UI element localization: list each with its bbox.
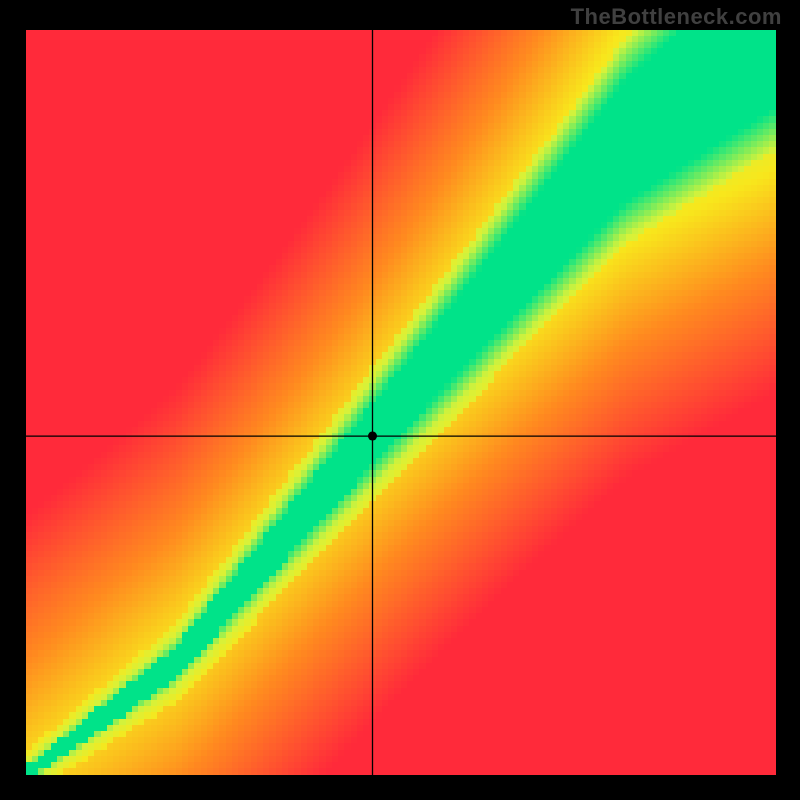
heatmap-plot	[26, 30, 776, 775]
root: TheBottleneck.com	[0, 0, 800, 800]
watermark-text: TheBottleneck.com	[571, 4, 782, 30]
heatmap-canvas	[26, 30, 776, 775]
